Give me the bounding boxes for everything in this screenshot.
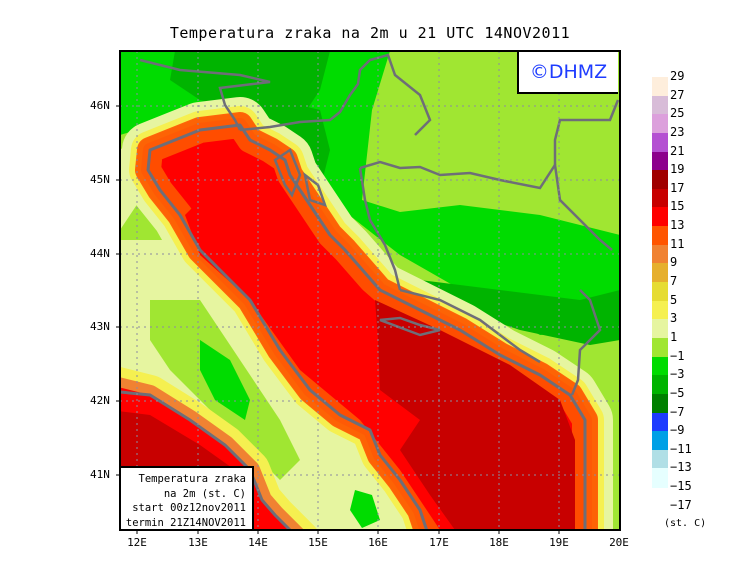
lon-label: 14E [248, 536, 268, 549]
lat-label: 46N [90, 99, 110, 112]
legend-label: 5 [670, 292, 678, 307]
legend-swatch [652, 226, 668, 246]
lat-label: 45N [90, 173, 110, 186]
legend-swatch [652, 431, 668, 451]
adriatic-warmest-core [375, 300, 575, 530]
lon-label: 15E [308, 536, 328, 549]
legend-label: 19 [670, 162, 685, 177]
legend-label: 1 [670, 329, 678, 344]
info-line: start 00z12nov2011 [132, 502, 246, 514]
lon-label: 13E [188, 536, 208, 549]
legend-label: −5 [670, 385, 685, 400]
lon-label: 12E [127, 536, 147, 549]
legend-swatch [652, 412, 668, 432]
legend-swatch [652, 337, 668, 358]
legend-label: −11 [670, 441, 692, 456]
legend-swatch [652, 95, 668, 115]
info-line: na 2m (st. C) [163, 487, 246, 500]
lon-label: 20E [609, 536, 629, 549]
legend-label: −7 [670, 404, 685, 419]
legend-swatch [652, 207, 668, 227]
legend-swatch [652, 282, 668, 302]
lat-label: 43N [90, 320, 110, 333]
legend-swatch [652, 300, 668, 320]
dark-green-patch [420, 280, 620, 345]
legend-swatch [652, 319, 668, 339]
lon-label: 16E [368, 536, 388, 549]
legend-swatch [652, 393, 668, 413]
legend-label: −15 [670, 479, 692, 494]
legend-label: 15 [670, 199, 685, 214]
legend-label: 17 [670, 180, 685, 195]
legend-label: 7 [670, 274, 678, 289]
green-patch-italy [350, 490, 380, 528]
legend-unit: (st. C) [664, 518, 707, 529]
legend-swatch [652, 244, 668, 264]
legend-label: 3 [670, 311, 678, 326]
legend-swatch [652, 170, 668, 190]
graticule [120, 51, 620, 530]
island-outline [273, 148, 441, 337]
lat-label: 44N [90, 247, 110, 260]
legend-swatch [652, 114, 668, 134]
legend-label: −13 [670, 460, 692, 475]
map-title: Temperatura zraka na 2m u 21 UTC 14NOV20… [169, 24, 571, 42]
legend-swatch [652, 468, 668, 488]
green-patch-italy [200, 340, 250, 420]
legend-label: −17 [670, 497, 692, 512]
legend-label: −1 [670, 348, 685, 363]
legend-label: 9 [670, 255, 678, 270]
dhmz-logo: ©DHMZ [517, 52, 618, 94]
legend-label: 21 [670, 143, 685, 158]
legend-label: 25 [670, 106, 685, 121]
info-line: Temperatura zraka [138, 473, 246, 485]
lat-label: 42N [90, 394, 110, 407]
legend-swatch [652, 356, 668, 376]
legend-label: 23 [670, 124, 685, 139]
legend-label: −9 [670, 423, 685, 438]
legend-label: 13 [670, 218, 685, 233]
lon-label: 17E [429, 536, 449, 549]
map-frame [119, 50, 621, 531]
legend-label: 29 [670, 69, 685, 83]
lon-label: 18E [489, 536, 509, 549]
legend-swatch [652, 132, 668, 153]
legend-swatch [652, 375, 668, 395]
legend-label: 27 [670, 87, 685, 102]
coastline [120, 390, 292, 530]
legend-label: 11 [670, 236, 685, 251]
info-box: Temperatura zraka na 2m (st. C) start 00… [121, 466, 254, 529]
legend-swatch [652, 188, 668, 208]
legend-swatch [652, 151, 668, 171]
lon-label: 19E [549, 536, 569, 549]
legend-swatch [652, 449, 668, 469]
legend-swatch [652, 263, 668, 283]
legend-swatch [652, 77, 668, 97]
legend-label: −3 [670, 367, 685, 382]
info-line: termin 21Z14NOV2011 [125, 516, 246, 529]
lat-label: 41N [90, 468, 110, 481]
